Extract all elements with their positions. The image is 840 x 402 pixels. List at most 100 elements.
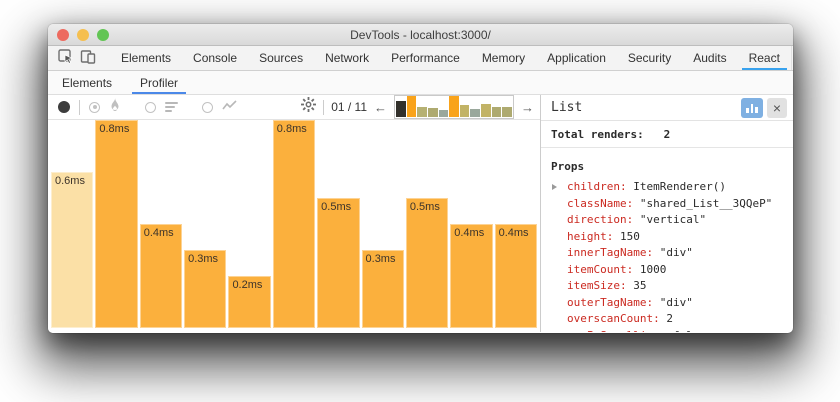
close-window-button[interactable]: [57, 28, 69, 41]
minimize-window-button[interactable]: [77, 28, 89, 41]
tab-performance[interactable]: Performance: [391, 51, 460, 65]
devtools-tool-icons: [48, 46, 104, 70]
tab-memory[interactable]: Memory: [481, 51, 526, 65]
tab-security[interactable]: Security: [627, 51, 672, 65]
prop-row-itemCount: itemCount: 1000: [541, 262, 793, 279]
prop-key: outerTagName:: [567, 295, 654, 309]
minichart-bar-2[interactable]: [406, 96, 417, 117]
prop-value: false: [666, 329, 706, 333]
interactions-radio[interactable]: [202, 101, 213, 113]
prop-row-overscanCount: overscanCount: 2: [541, 311, 793, 328]
next-snapshot-arrow-icon[interactable]: →: [521, 99, 534, 115]
ranked-chart-icon: [165, 102, 178, 112]
inspect-element-icon[interactable]: [58, 49, 74, 67]
prop-value: "div": [653, 295, 693, 309]
snapshot-navigator: 01 / 11 ← →: [301, 95, 534, 119]
prop-row-outerTagName: outerTagName: "div": [541, 295, 793, 312]
render-bar-11[interactable]: 0.4ms: [494, 224, 537, 328]
close-details-button[interactable]: ×: [767, 97, 787, 118]
render-bar-9[interactable]: 0.5ms: [405, 198, 449, 328]
tab-sources[interactable]: Sources: [259, 51, 304, 65]
flamegraph-radio[interactable]: [89, 101, 100, 113]
subtab-profiler[interactable]: Profiler: [126, 71, 192, 94]
close-icon: ×: [772, 99, 782, 116]
render-duration-bar-chart: 0.6ms 0.8ms 0.4ms 0.3ms 0.2ms 0.8ms 0.5ms 0.3ms…: [48, 120, 540, 333]
prop-key: useIsScrolling:: [567, 329, 666, 333]
tab-application[interactable]: Application: [547, 51, 606, 65]
prop-row-children[interactable]: children: ItemRenderer(): [541, 179, 793, 196]
react-subtab-bar: Elements Profiler: [48, 71, 793, 95]
total-renders-label: Total renders:: [551, 128, 644, 141]
component-details-pane: List × Total renders: 2: [540, 95, 793, 332]
zoom-window-button[interactable]: [97, 28, 109, 41]
prop-key: height:: [567, 229, 614, 243]
settings-gear-icon[interactable]: [301, 97, 317, 117]
render-bar-5[interactable]: 0.2ms: [228, 276, 271, 328]
render-bar-label: 0.4ms: [454, 227, 485, 239]
prop-row-useIsScrolling: useIsScrolling: false: [541, 328, 793, 333]
render-bar-3[interactable]: 0.4ms: [139, 224, 183, 328]
tab-network[interactable]: Network: [325, 51, 370, 65]
render-bar-7[interactable]: 0.5ms: [317, 198, 360, 328]
render-bar-6[interactable]: 0.8ms: [272, 120, 316, 328]
render-bar-4[interactable]: 0.3ms: [184, 250, 227, 328]
render-bar-8[interactable]: 0.3ms: [361, 250, 404, 328]
minichart-bar-6[interactable]: [449, 96, 459, 117]
minichart-bar-5[interactable]: [438, 110, 449, 117]
props-section-label: Props: [551, 160, 585, 173]
selected-component-name: List: [551, 100, 583, 115]
total-renders-row: Total renders: 2: [541, 121, 793, 148]
record-button[interactable]: [58, 101, 70, 113]
devtools-tab-bar: Elements Console Sources Network Performance…: [48, 46, 793, 71]
previous-snapshot-arrow-icon[interactable]: ←: [374, 99, 387, 115]
prop-value: 1000: [633, 262, 667, 276]
traffic-lights: [57, 28, 109, 41]
minichart-bar-3[interactable]: [417, 107, 427, 117]
prop-row-height: height: 150: [541, 229, 793, 246]
render-bar-label: 0.2ms: [232, 279, 263, 291]
prop-key: className:: [567, 196, 634, 210]
render-bar-label: 0.6ms: [55, 175, 85, 187]
prop-key: innerTagName:: [567, 246, 654, 259]
device-toolbar-icon[interactable]: [80, 49, 96, 67]
disclosure-triangle-icon[interactable]: [552, 184, 557, 190]
prop-value: ItemRenderer(): [626, 180, 726, 193]
prop-value: "shared_List__3QQeP": [633, 196, 773, 210]
minichart-bar-4[interactable]: [427, 108, 438, 117]
render-bar-2[interactable]: 0.8ms: [95, 120, 138, 328]
render-bar-1[interactable]: 0.6ms: [51, 172, 94, 328]
render-bar-label: 0.4ms: [498, 227, 529, 239]
subtab-elements[interactable]: Elements: [62, 75, 113, 90]
window-title: DevTools - localhost:3000/: [350, 27, 491, 42]
prop-row-direction: direction: "vertical": [541, 212, 793, 229]
minichart-bar-1[interactable]: [396, 101, 406, 117]
prop-row-className: className: "shared_List__3QQeP": [541, 196, 793, 213]
component-details-header: List ×: [541, 95, 793, 121]
ranked-radio[interactable]: [145, 101, 156, 113]
interactions-chart-icon: [222, 98, 237, 116]
prop-value: "vertical": [633, 213, 707, 226]
bar-chart-icon: [746, 107, 749, 113]
profiler-toolbar: 01 / 11 ← →: [48, 95, 540, 120]
minichart-bar-10[interactable]: [491, 107, 502, 117]
toolbar-separator: [79, 99, 80, 115]
minichart-bar-11[interactable]: [502, 107, 513, 117]
tab-audits[interactable]: Audits: [693, 51, 727, 65]
more-options-icon[interactable]: ⋮: [790, 46, 793, 70]
snapshot-minichart[interactable]: [394, 95, 514, 119]
minichart-bar-8[interactable]: [470, 109, 481, 117]
tab-console[interactable]: Console: [193, 51, 238, 65]
minichart-bar-9[interactable]: [481, 104, 491, 117]
render-bar-label: 0.4ms: [143, 227, 174, 239]
total-renders-value: 2: [663, 128, 671, 141]
render-chart-toggle-button[interactable]: [741, 97, 763, 118]
snapshot-counter: 01 / 11: [331, 100, 367, 114]
render-bar-10[interactable]: 0.4ms: [450, 224, 493, 328]
minichart-bar-7[interactable]: [459, 105, 470, 117]
prop-key: itemSize:: [567, 279, 627, 292]
prop-key: overscanCount:: [567, 312, 660, 325]
tab-react[interactable]: React: [738, 46, 791, 70]
tab-elements[interactable]: Elements: [121, 51, 172, 65]
render-bar-label: 0.8ms: [276, 123, 307, 135]
